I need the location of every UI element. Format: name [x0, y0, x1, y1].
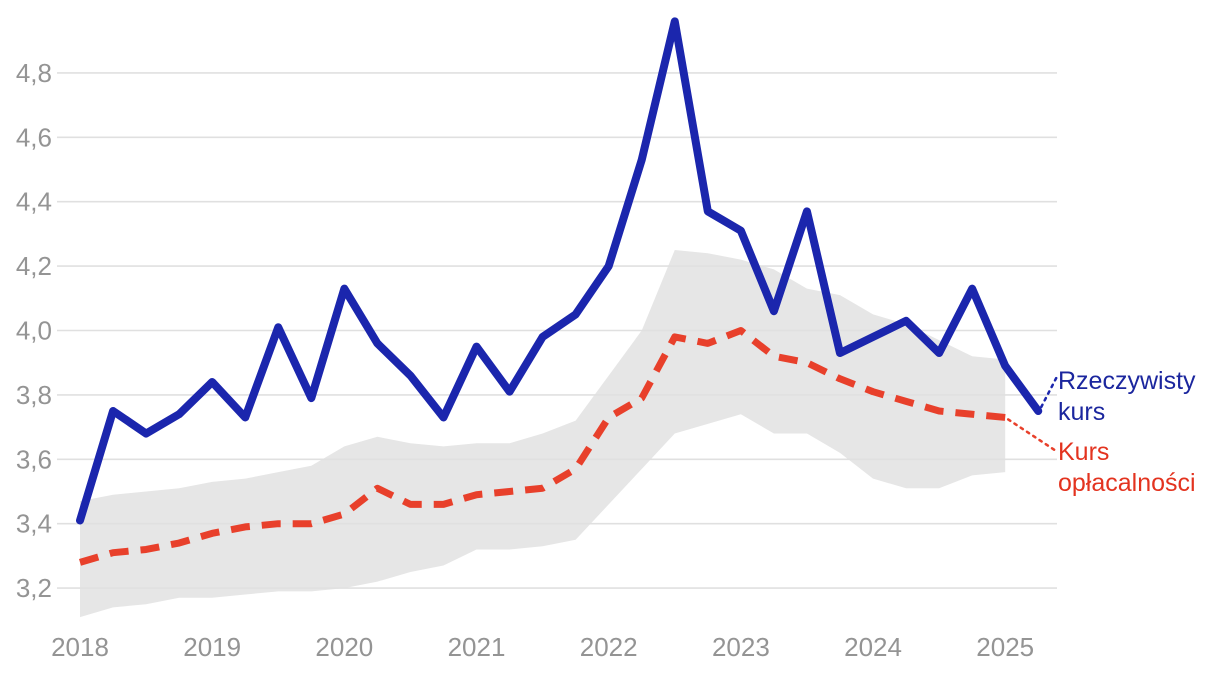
actual-rate-line: [76, 17, 1043, 525]
y-axis-tick-label: 4,2: [16, 251, 52, 281]
breakeven-rate-line: [79, 327, 1006, 566]
legend-actual-rate-label: Rzeczywisty kurs: [1058, 367, 1196, 426]
y-axis-tick-label: 4,6: [16, 122, 52, 152]
y-axis-tick-label: 4,8: [16, 58, 52, 88]
x-axis-tick-label: 2020: [315, 632, 373, 662]
leader-line-actual: [1039, 376, 1058, 409]
y-axis-tick-label: 3,2: [16, 573, 52, 603]
x-axis-tick-label: 2022: [580, 632, 638, 662]
y-axis-tick-label: 3,8: [16, 380, 52, 410]
x-axis-tick-label: 2023: [712, 632, 770, 662]
leader-line-breakeven: [1006, 418, 1057, 452]
x-axis-tick-label: 2019: [183, 632, 241, 662]
x-axis-tick-label: 2025: [976, 632, 1034, 662]
x-axis-tick-label: 2021: [448, 632, 506, 662]
y-axis-tick-label: 3,4: [16, 509, 52, 539]
x-axis-tick-label: 2018: [51, 632, 109, 662]
x-axis-tick-label: 2024: [844, 632, 902, 662]
confidence-band: [80, 250, 1006, 618]
y-axis-tick-label: 4,0: [16, 316, 52, 346]
legend-breakeven-rate-label: Kurs opłacalności: [1058, 438, 1196, 497]
y-axis-tick-label: 4,4: [16, 187, 52, 217]
y-axis-tick-label: 3,6: [16, 444, 52, 474]
